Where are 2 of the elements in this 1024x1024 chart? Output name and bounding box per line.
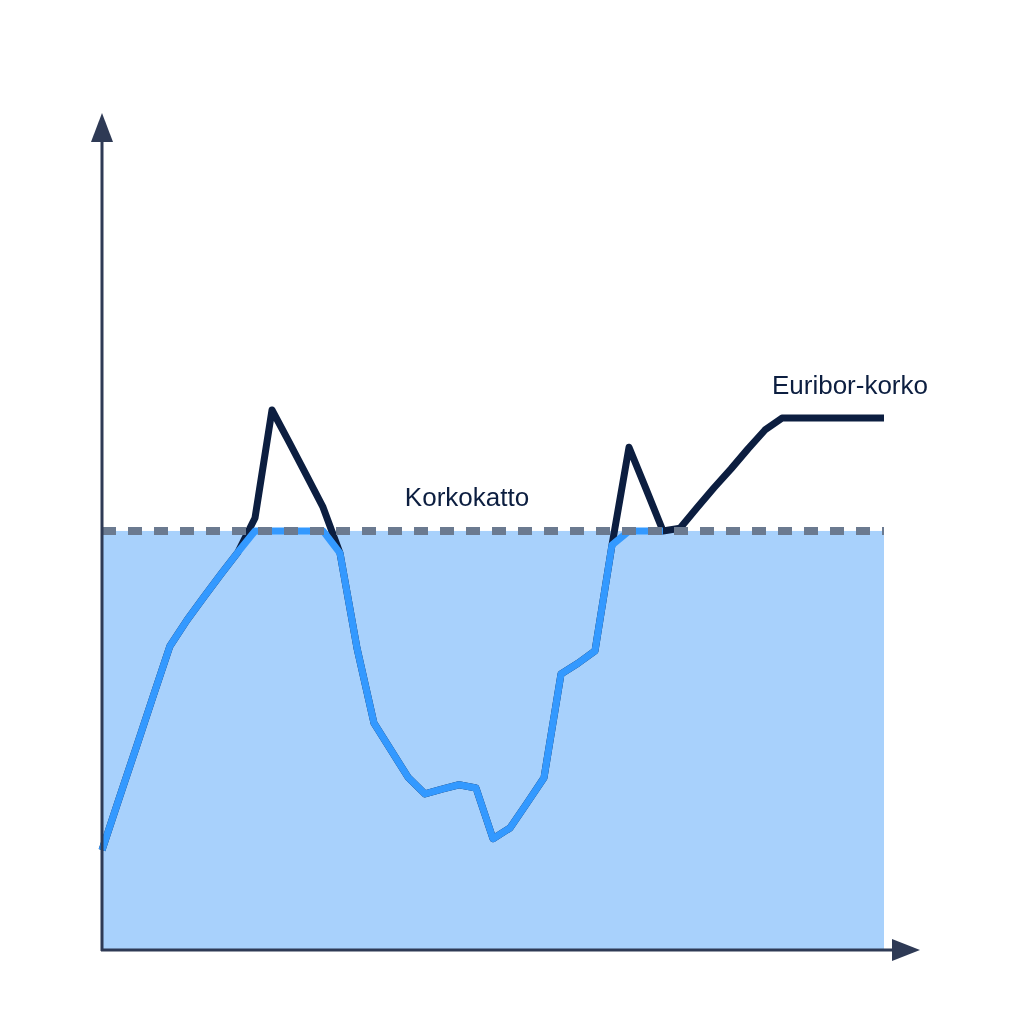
series-label: Euribor-korko bbox=[771, 370, 928, 401]
ref-line-label: Korkokatto bbox=[404, 481, 530, 512]
